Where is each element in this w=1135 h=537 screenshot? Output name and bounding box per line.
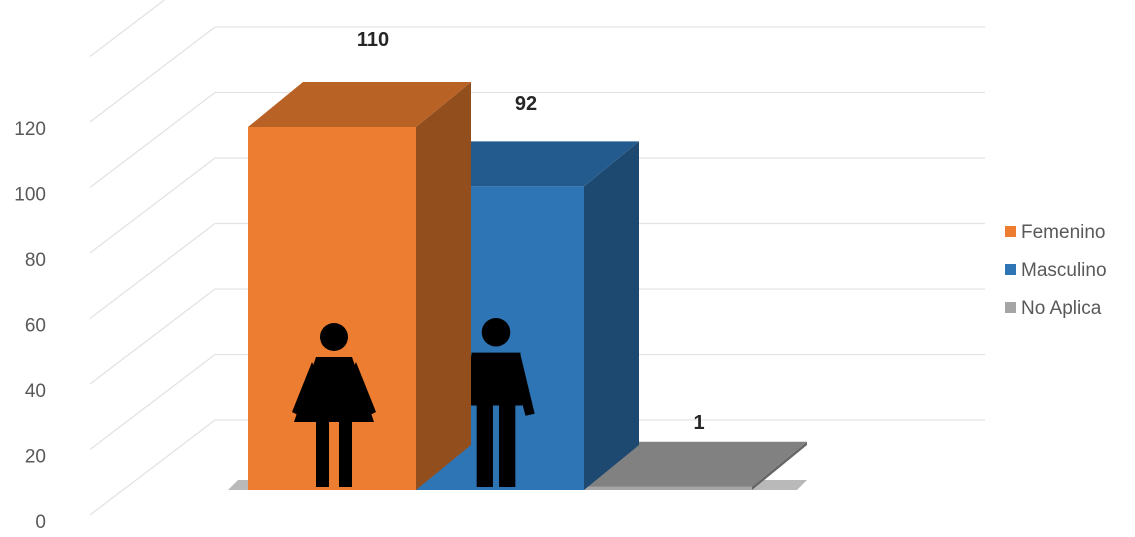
bars-layer (228, 82, 807, 490)
bar-femenino (248, 82, 471, 490)
legend-item: Femenino (1005, 222, 1106, 243)
data-label: 1 (693, 412, 704, 434)
gridline (89, 419, 985, 516)
y-tick-label: 20 (25, 447, 46, 468)
y-tick-label: 0 (35, 512, 46, 533)
gridline (89, 353, 985, 451)
legend-label: No Aplica (1021, 298, 1102, 319)
bar-no-aplica (584, 441, 807, 490)
data-label: 92 (515, 93, 537, 115)
gridline (89, 222, 985, 320)
bar-masculino (416, 141, 639, 490)
legend-label: Masculino (1021, 260, 1107, 281)
legend-swatch (1005, 226, 1016, 237)
grid-layer (89, 0, 985, 516)
y-tick-label: 100 (14, 185, 46, 206)
gridline (89, 288, 985, 385)
gridline (89, 91, 985, 189)
y-axis-ticks: 0 20 40 60 80 100 120 (14, 119, 46, 533)
gridline (89, 26, 985, 123)
legend-label: Femenino (1021, 222, 1106, 243)
data-labels: 110 92 1 (357, 29, 705, 434)
gridline (89, 157, 985, 254)
legend-item: Masculino (1005, 260, 1107, 281)
legend-item: No Aplica (1005, 298, 1102, 319)
y-tick-label: 120 (14, 119, 46, 140)
legend: Femenino Masculino No Aplica (1005, 222, 1107, 319)
y-tick-label: 60 (25, 316, 46, 337)
legend-swatch (1005, 264, 1016, 275)
data-label: 110 (357, 29, 389, 51)
gridline (89, 0, 166, 58)
y-tick-label: 80 (25, 250, 46, 271)
legend-swatch (1005, 302, 1016, 313)
y-tick-label: 40 (25, 381, 46, 402)
female-person-icon (292, 323, 376, 487)
